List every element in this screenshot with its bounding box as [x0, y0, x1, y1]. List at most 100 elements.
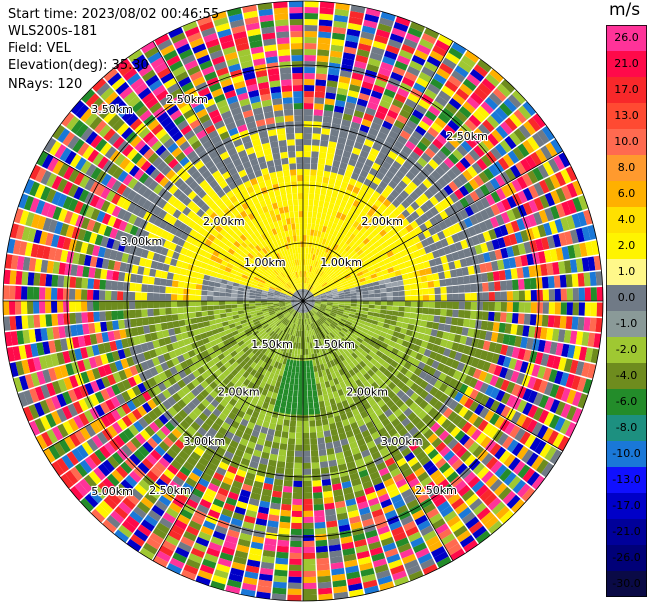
range-gate — [139, 429, 151, 441]
range-gate — [231, 75, 244, 84]
range-gate — [276, 239, 282, 247]
range-gate — [398, 49, 413, 60]
range-gate — [389, 104, 402, 114]
range-gate — [296, 259, 300, 266]
range-gate — [308, 297, 315, 300]
range-gate — [117, 349, 126, 360]
range-gate — [191, 140, 202, 150]
range-gate — [341, 258, 348, 265]
range-gate — [161, 490, 175, 502]
range-gate — [303, 241, 307, 248]
range-gate — [363, 192, 372, 201]
range-gate — [84, 493, 99, 508]
range-gate — [240, 251, 247, 259]
range-gate — [310, 335, 314, 343]
range-gate — [19, 210, 30, 225]
range-gate — [269, 80, 281, 88]
range-gate — [235, 271, 243, 277]
range-gate — [210, 364, 219, 373]
range-gate — [328, 544, 342, 552]
range-gate — [262, 105, 273, 113]
range-gate — [219, 365, 227, 373]
range-gate — [117, 140, 130, 153]
range-gate — [57, 378, 68, 393]
range-gate — [318, 31, 332, 39]
range-gate — [166, 82, 180, 94]
range-gate — [376, 569, 391, 580]
range-gate — [359, 37, 373, 46]
range-gate — [527, 136, 540, 151]
range-gate — [270, 242, 276, 249]
range-gate — [42, 217, 52, 232]
range-gate — [271, 228, 278, 236]
range-gate — [131, 397, 142, 408]
range-gate — [324, 342, 330, 350]
range-gate — [160, 230, 170, 240]
range-gate — [259, 14, 274, 23]
range-gate — [387, 229, 396, 238]
range-gate — [156, 161, 168, 172]
range-gate — [308, 199, 314, 206]
range-gate — [106, 321, 114, 331]
range-gate — [172, 382, 182, 392]
range-gate — [197, 569, 213, 581]
range-gate — [21, 226, 31, 241]
range-gate — [510, 164, 522, 178]
range-gate — [339, 162, 348, 170]
range-gate — [153, 301, 160, 309]
range-gate — [312, 273, 317, 280]
range-gate — [171, 524, 185, 536]
range-gate — [377, 131, 388, 141]
range-gate — [276, 461, 286, 468]
range-gate — [264, 315, 271, 320]
range-gate — [308, 348, 312, 355]
range-gate — [267, 297, 274, 300]
range-gate — [295, 342, 299, 349]
range-gate — [121, 390, 131, 403]
range-gate — [86, 438, 99, 452]
range-gate — [332, 295, 339, 298]
range-gate — [314, 297, 321, 300]
range-gate — [252, 279, 260, 284]
range-gate — [407, 531, 422, 543]
range-gate — [319, 461, 329, 469]
range-gate — [312, 474, 321, 481]
range-gate — [116, 196, 127, 208]
range-gate — [146, 250, 155, 260]
range-gate — [285, 377, 291, 384]
range-gate — [210, 254, 218, 262]
range-gate — [65, 225, 75, 238]
range-gate — [210, 271, 218, 278]
range-gate — [219, 513, 232, 524]
range-gate — [181, 385, 191, 395]
range-gate — [225, 240, 234, 248]
range-gate — [546, 235, 556, 249]
range-gate — [515, 161, 527, 175]
range-gate — [313, 341, 318, 348]
range-gate — [273, 7, 288, 15]
range-gate — [105, 311, 112, 321]
range-gate — [403, 38, 418, 49]
range-gate — [398, 296, 406, 301]
range-gate — [444, 270, 452, 279]
range-gate — [202, 520, 216, 531]
range-gate — [306, 330, 309, 337]
range-gate — [264, 270, 271, 277]
range-gate — [448, 243, 458, 253]
range-gate — [219, 305, 226, 310]
range-gate — [435, 165, 446, 177]
range-gate — [198, 267, 206, 275]
range-gate — [326, 293, 333, 296]
range-gate — [303, 366, 307, 373]
range-gate — [355, 54, 369, 64]
range-gate — [184, 318, 192, 326]
range-gate — [331, 567, 345, 576]
range-gate — [19, 375, 29, 391]
range-gate — [274, 278, 280, 284]
range-gate — [225, 402, 234, 412]
range-gate — [281, 278, 287, 284]
range-gate — [235, 213, 243, 222]
range-gate — [369, 167, 378, 177]
range-gate — [532, 132, 545, 148]
range-gate — [307, 311, 312, 318]
